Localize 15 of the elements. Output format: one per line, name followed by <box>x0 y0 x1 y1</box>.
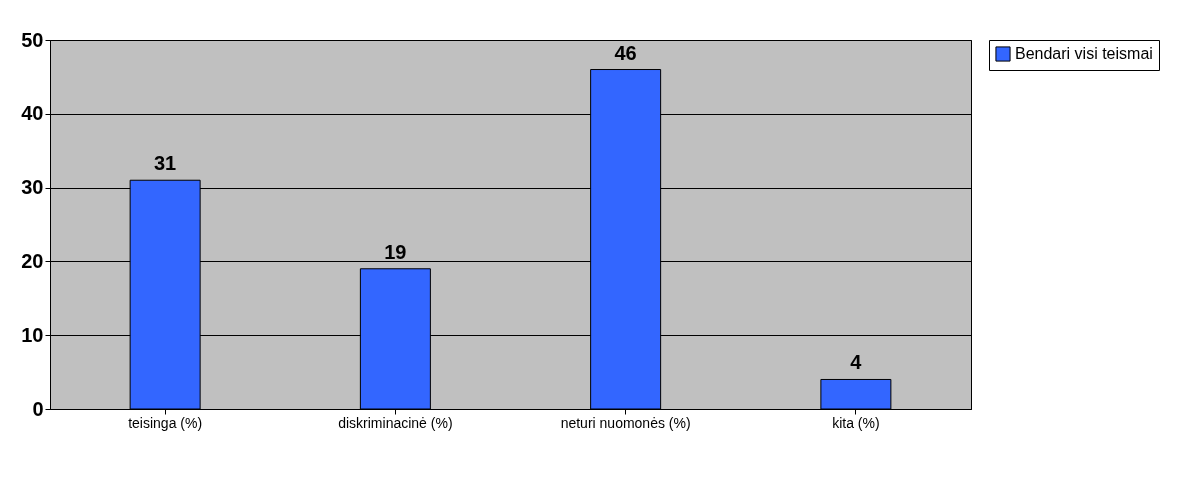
y-tick-label: 50 <box>21 28 44 51</box>
x-tick-label: diskriminacinė (%) <box>338 414 453 431</box>
x-tick-label: kita (%) <box>832 414 880 431</box>
data-label: 4 <box>850 351 863 374</box>
data-label: 31 <box>154 152 177 175</box>
legend-label: Bendari visi teismai <box>1015 45 1153 62</box>
data-label: 19 <box>384 240 407 263</box>
data-label: 46 <box>614 41 637 64</box>
y-tick-label: 0 <box>32 397 44 420</box>
y-tick-label: 40 <box>21 102 44 125</box>
y-tick-label: 10 <box>21 323 44 346</box>
x-tick-label: teisinga (%) <box>128 414 203 431</box>
y-tick-label: 30 <box>21 176 44 199</box>
y-tick-label: 20 <box>21 249 44 272</box>
x-tick-label: neturi nuomonės (%) <box>560 414 691 431</box>
